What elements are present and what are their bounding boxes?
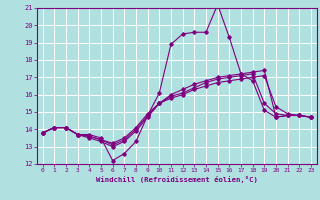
X-axis label: Windchill (Refroidissement éolien,°C): Windchill (Refroidissement éolien,°C)	[96, 176, 258, 183]
